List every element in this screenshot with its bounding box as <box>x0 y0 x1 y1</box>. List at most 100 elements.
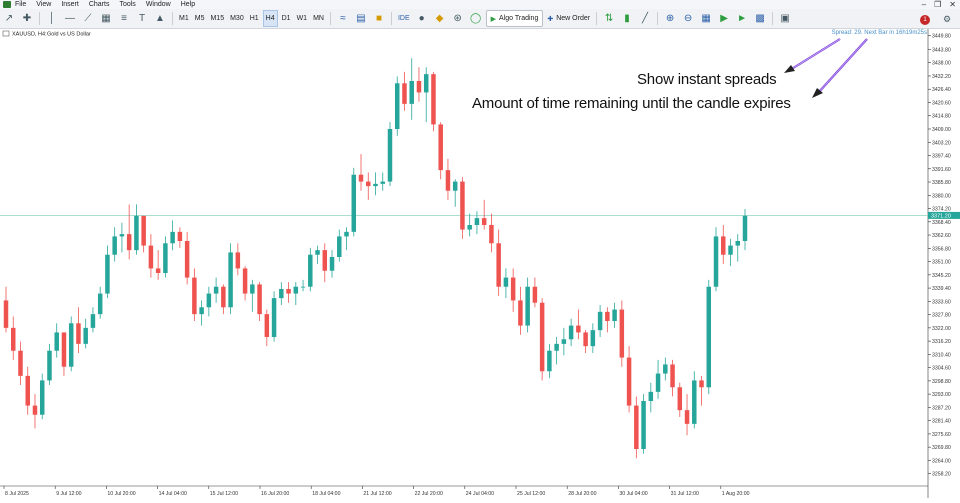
candle-body <box>97 293 103 315</box>
candle-body <box>235 252 241 269</box>
toolbar-separator <box>772 12 774 25</box>
timeframe-d1[interactable]: D1 <box>281 15 291 22</box>
chart-shift-icon[interactable]: ▶ <box>720 13 728 24</box>
price-tick-label: 3322.00 <box>932 326 951 332</box>
candle-body <box>170 231 175 244</box>
fibonacci-icon[interactable]: ≡ <box>121 13 127 24</box>
pointer-icon[interactable]: ↗ <box>4 13 14 24</box>
periods-icon[interactable]: ▩ <box>755 13 765 24</box>
time-tick-label: 22 Jul 20:00 <box>415 491 443 497</box>
candle-body <box>221 286 226 308</box>
time-tick-label: 21 Jul 12:00 <box>363 491 391 497</box>
price-tick-label: 3339.40 <box>932 286 951 292</box>
candle-body <box>242 268 248 294</box>
radio-icon[interactable]: ⊛ <box>453 13 462 24</box>
menu-tools[interactable]: Tools <box>119 1 136 8</box>
restore-icon[interactable]: ❐ <box>934 0 942 9</box>
candle-body <box>518 300 523 326</box>
vertical-line-icon[interactable]: │ <box>48 13 56 24</box>
trend-line-icon[interactable]: ⟋ <box>84 13 92 24</box>
time-tick-label: 8 Jul 2025 <box>5 491 29 497</box>
community-icon[interactable]: ● <box>418 13 425 24</box>
channel-icon[interactable]: ▦ <box>101 13 111 24</box>
candle-body <box>445 170 451 191</box>
current-price-label-bg <box>928 211 960 219</box>
line-chart-icon[interactable]: ╱ <box>642 13 649 24</box>
candle-body <box>735 241 741 246</box>
timeframe-m5[interactable]: M5 <box>194 15 205 22</box>
horizontal-line-icon[interactable]: — <box>65 13 75 24</box>
candle-body <box>76 323 81 344</box>
vps-icon[interactable]: ◯ <box>470 13 482 24</box>
screenshot-icon[interactable]: ▣ <box>780 13 790 24</box>
minimize-icon[interactable]: – <box>921 0 927 9</box>
price-tick-label: 3327.80 <box>932 313 951 319</box>
algo-trading-button[interactable]: ▶ Algo Trading <box>485 10 544 27</box>
menu-help[interactable]: Help <box>180 1 196 8</box>
candle-body <box>510 277 516 301</box>
toolbar: ↗ ✚ │ — ⟋ ▦ ≡ T ▲ M1 M5 M15 M30 H1 H4 D1… <box>0 9 960 29</box>
candle-body <box>148 245 154 269</box>
timeframe-m1[interactable]: M1 <box>179 15 189 22</box>
candle-body <box>177 231 183 241</box>
candle-body <box>271 298 277 337</box>
candle-body <box>10 327 16 351</box>
candlestick-chart[interactable]: XAUUSD, H4: Gold vs US Dollar Spread: 29… <box>0 29 960 498</box>
candle-body <box>489 225 494 244</box>
price-tick-label: 3351.00 <box>932 260 951 266</box>
candle-body <box>416 81 422 93</box>
ide-button[interactable]: IDE <box>397 15 410 22</box>
notification-badge[interactable]: 1 <box>920 14 930 25</box>
shapes-menu-icon[interactable]: ▲ <box>155 13 165 24</box>
chart-symbol: XAUUSD, H4: <box>12 32 47 38</box>
chart-window[interactable]: XAUUSD, H4: Gold vs US Dollar Spread: 29… <box>0 29 960 498</box>
candle-body <box>474 218 480 225</box>
timeframe-h4[interactable]: H4 <box>262 10 278 27</box>
menu-view[interactable]: View <box>36 1 52 8</box>
crosshair-icon[interactable]: ✚ <box>22 13 32 24</box>
candle-body <box>184 241 190 278</box>
candle-body <box>692 380 697 424</box>
current-price-label: 3371.20 <box>931 213 951 219</box>
chart-type-icon[interactable]: ≈ <box>340 13 346 24</box>
timeframe-m15[interactable]: M15 <box>210 15 225 22</box>
autoscroll-icon[interactable]: ► <box>737 13 748 24</box>
tile-windows-icon[interactable]: ▦ <box>701 13 711 24</box>
new-order-button[interactable]: ✚ New Order <box>545 11 592 26</box>
templates-icon[interactable]: ▤ <box>356 13 366 24</box>
app-logo-icon <box>3 1 11 8</box>
zoom-in-icon[interactable]: ⊕ <box>665 13 675 24</box>
timeframe-w1[interactable]: W1 <box>296 15 308 22</box>
timeframe-m30[interactable]: M30 <box>230 15 244 22</box>
candle-body <box>68 323 74 367</box>
price-tick-label: 3414.80 <box>932 114 951 120</box>
text-tool-icon[interactable]: T <box>138 13 146 24</box>
close-icon[interactable]: ✕ <box>949 0 956 9</box>
zoom-out-icon[interactable]: ⊖ <box>683 13 693 24</box>
price-tick-label: 3304.60 <box>932 366 951 372</box>
candle-body <box>721 236 726 255</box>
timeframe-h1[interactable]: H1 <box>249 15 259 22</box>
expert-icon[interactable]: ■ <box>375 13 382 24</box>
candle-body <box>134 215 139 251</box>
menu-insert[interactable]: Insert <box>61 1 79 8</box>
account-icon[interactable]: ⚙ <box>942 14 952 24</box>
chart-description: Gold vs US Dollar <box>47 32 91 38</box>
price-tick-label: 3281.40 <box>932 419 951 425</box>
menu-file[interactable]: File <box>15 1 27 8</box>
candle-body <box>39 380 45 415</box>
candle-body <box>742 215 748 241</box>
price-tick-label: 3298.80 <box>932 379 951 385</box>
menu-charts[interactable]: Charts <box>88 1 110 8</box>
candle-body <box>677 387 683 411</box>
candles-toggle-icon[interactable]: ▮ <box>624 13 630 24</box>
annotation-timer: Amount of time remaining until the candl… <box>472 95 791 112</box>
candle-body <box>568 325 574 340</box>
depth-of-market-icon[interactable]: ⇅ <box>604 13 614 24</box>
candle-body <box>547 350 552 372</box>
signals-icon[interactable]: ◆ <box>435 13 444 24</box>
candles-group <box>3 58 748 459</box>
timeframe-mn[interactable]: MN <box>313 15 324 22</box>
candle-body <box>597 311 603 331</box>
menu-window[interactable]: Window <box>145 1 171 8</box>
